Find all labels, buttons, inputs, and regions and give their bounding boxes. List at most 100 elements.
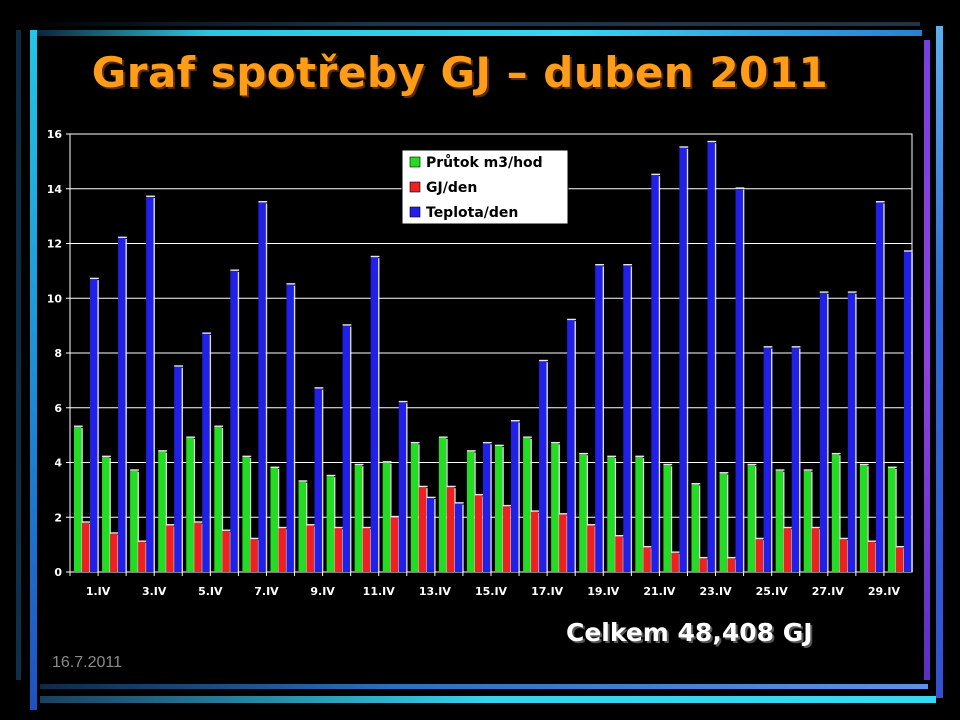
- bar-prutok-cap: [186, 436, 196, 438]
- bar-teplota: [539, 361, 547, 572]
- bar-prutok-cap: [691, 483, 701, 485]
- bar-prutok-cap: [354, 463, 364, 466]
- bar-teplota: [819, 292, 828, 572]
- bar-teplota-cap: [903, 250, 913, 252]
- bar-teplota-highlight: [125, 239, 127, 572]
- bar-gj-cap: [531, 510, 540, 512]
- bar-teplota-highlight: [209, 334, 212, 572]
- bar-teplota-highlight: [686, 148, 689, 572]
- bar-teplota: [230, 270, 238, 572]
- bar-prutok-cap: [719, 472, 729, 474]
- bar-teplota-cap: [202, 332, 212, 334]
- bar-teplota-cap: [482, 441, 492, 444]
- bar-teplota-highlight: [406, 403, 408, 572]
- bar-prutok-cap: [635, 455, 645, 458]
- y-tick-label: 6: [54, 402, 62, 415]
- bar-gj-cap: [867, 540, 877, 542]
- bar-prutok: [523, 437, 531, 572]
- bar-gj-cap: [727, 556, 737, 559]
- bar-teplota: [903, 251, 912, 572]
- bar-prutok: [607, 457, 615, 572]
- bar-gj-cap: [390, 515, 400, 518]
- bar-gj-cap: [783, 526, 793, 529]
- bar-prutok-highlight: [811, 471, 813, 572]
- bar-prutok-highlight: [670, 466, 673, 572]
- bar-gj-cap: [250, 537, 260, 540]
- bar-prutok-highlight: [698, 485, 701, 572]
- bar-teplota-cap: [118, 236, 127, 239]
- bar-prutok: [270, 467, 278, 572]
- bar-teplota: [735, 188, 743, 572]
- bar-prutok-cap: [214, 425, 224, 427]
- bar-teplota-highlight: [827, 293, 829, 572]
- bar-prutok-highlight: [642, 458, 645, 572]
- bar-gj: [867, 541, 876, 572]
- y-tick-label: 8: [54, 347, 62, 360]
- x-tick-label: 11.IV: [363, 585, 396, 598]
- bar-teplota-highlight: [574, 321, 576, 572]
- x-tick-label: 25.IV: [756, 585, 789, 598]
- bar-prutok-highlight: [165, 452, 167, 572]
- bar-gj: [727, 558, 735, 572]
- decor-line-left-back: [16, 30, 21, 680]
- bar-gj: [559, 514, 567, 572]
- bar-teplota: [651, 175, 659, 572]
- bar-gj-cap: [362, 526, 372, 529]
- bar-prutok-cap: [242, 455, 252, 458]
- legend-swatch-gj: [409, 181, 421, 193]
- bar-prutok-highlight: [839, 455, 841, 572]
- bar-teplota-highlight: [153, 197, 155, 572]
- x-tick-label: 29.IV: [868, 585, 901, 598]
- bar-teplota-cap: [454, 502, 464, 504]
- bar-gj-cap: [755, 537, 765, 540]
- slide-date: 16.7.2011: [52, 654, 122, 671]
- bar-teplota: [398, 402, 407, 572]
- bar-prutok: [74, 426, 82, 572]
- y-tick-label: 4: [54, 457, 62, 470]
- bar-prutok: [382, 462, 391, 572]
- bar-teplota-highlight: [742, 189, 745, 572]
- bar-gj: [783, 528, 792, 572]
- bar-prutok-highlight: [558, 444, 560, 572]
- bar-teplota-cap: [342, 324, 352, 326]
- bar-teplota-cap: [735, 187, 745, 189]
- bar-teplota-highlight: [490, 444, 492, 572]
- bar-gj-cap: [811, 526, 821, 529]
- bar-prutok-cap: [747, 463, 757, 466]
- bar-prutok-highlight: [530, 438, 532, 572]
- bar-teplota-cap: [651, 173, 661, 176]
- bar-prutok-highlight: [334, 477, 336, 572]
- bar-prutok-cap: [466, 450, 476, 452]
- bar-teplota: [118, 238, 126, 572]
- bar-prutok: [887, 467, 896, 572]
- bar-prutok-highlight: [614, 458, 617, 572]
- bar-teplota-cap: [174, 365, 183, 367]
- bar-prutok: [298, 481, 306, 572]
- y-tick-label: 12: [47, 238, 62, 251]
- bar-teplota-cap: [426, 496, 436, 499]
- bar-teplota: [763, 347, 771, 572]
- bar-prutok: [663, 465, 671, 572]
- x-tick-label: 5.IV: [198, 585, 223, 598]
- legend-label-gj: GJ/den: [426, 180, 477, 196]
- bar-gj: [362, 528, 371, 572]
- bar-gj-cap: [82, 521, 91, 523]
- decor-line-right: [936, 26, 943, 698]
- bar-gj-cap: [559, 513, 568, 515]
- bar-prutok: [691, 484, 699, 572]
- bar-prutok: [130, 470, 138, 572]
- bar-prutok-highlight: [783, 471, 785, 572]
- bar-teplota-cap: [875, 201, 885, 203]
- decor-line-left: [30, 30, 37, 710]
- bar-teplota-cap: [146, 195, 155, 197]
- bar-prutok: [186, 437, 194, 572]
- bar-teplota: [595, 265, 603, 572]
- bar-prutok: [551, 443, 559, 572]
- bar-prutok-cap: [607, 455, 617, 458]
- bar-teplota-highlight: [714, 143, 717, 572]
- bar-prutok-cap: [270, 466, 280, 468]
- bar-teplota-highlight: [378, 258, 380, 572]
- bar-gj: [446, 487, 455, 572]
- bar-teplota-cap: [679, 146, 689, 148]
